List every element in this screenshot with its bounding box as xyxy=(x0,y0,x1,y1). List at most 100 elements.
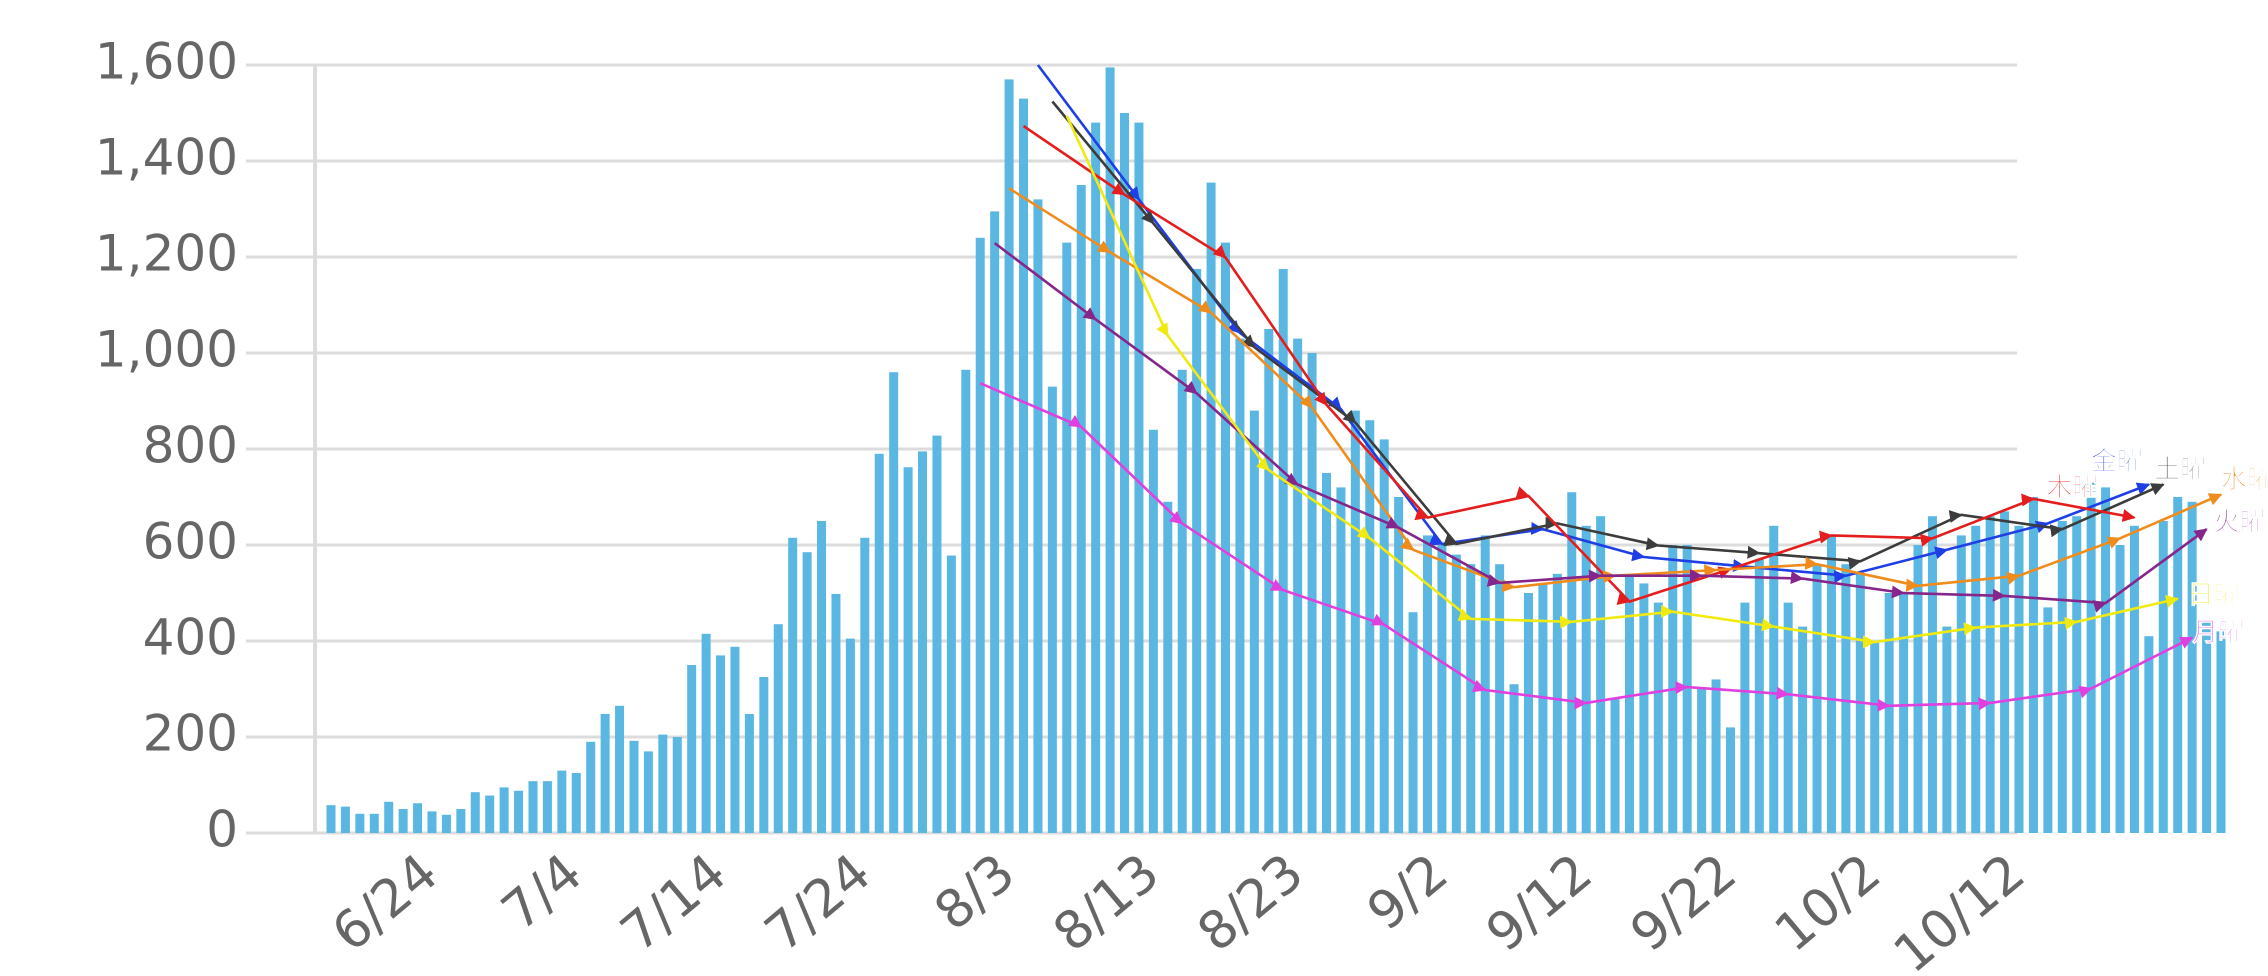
bar xyxy=(2000,511,2010,833)
bar xyxy=(1509,684,1519,833)
y-tick-label: 400 xyxy=(143,609,238,667)
x-tick-label: 8/23 xyxy=(1187,843,1315,964)
bar xyxy=(1321,473,1331,833)
bar xyxy=(1466,564,1476,833)
y-tick-label: 600 xyxy=(143,513,238,571)
bar xyxy=(542,781,552,833)
bar xyxy=(889,372,899,833)
bar xyxy=(687,665,697,833)
bar xyxy=(326,805,336,833)
bar xyxy=(1192,269,1202,833)
bar xyxy=(716,655,726,833)
bar xyxy=(1581,525,1591,833)
bar xyxy=(456,809,466,833)
bar xyxy=(1942,626,1952,833)
y-tick-label: 800 xyxy=(143,417,238,475)
bar xyxy=(1639,583,1649,833)
bar xyxy=(427,811,437,833)
bar xyxy=(1985,516,1995,833)
bar xyxy=(2216,631,2226,833)
bar xyxy=(2158,521,2168,833)
series-label: 木曜 xyxy=(2045,473,2098,503)
bar xyxy=(701,633,711,833)
bar xyxy=(600,713,610,833)
bar xyxy=(658,734,668,833)
series-label: 月曜 xyxy=(2191,618,2244,648)
bar xyxy=(975,237,985,834)
bar xyxy=(514,790,524,833)
bar xyxy=(485,795,495,833)
bar xyxy=(874,453,884,833)
y-tick-label: 1,600 xyxy=(95,33,238,91)
y-tick-label: 1,400 xyxy=(95,129,238,187)
bar xyxy=(2043,607,2053,833)
bar xyxy=(1653,602,1663,833)
bar xyxy=(744,713,754,833)
bar xyxy=(1697,689,1707,833)
bar xyxy=(1293,338,1303,833)
bar xyxy=(932,435,942,833)
bar xyxy=(557,770,567,833)
bar xyxy=(1552,573,1562,833)
bar xyxy=(384,801,394,833)
bar xyxy=(1769,525,1779,833)
bar xyxy=(2187,501,2197,833)
bar xyxy=(1480,535,1490,833)
x-tick-label: 7/24 xyxy=(754,843,882,964)
bar xyxy=(1826,535,1836,833)
bar xyxy=(2101,487,2111,833)
bar xyxy=(2057,521,2067,833)
bar xyxy=(1899,593,1909,833)
bar xyxy=(1437,545,1447,833)
x-tick-label: 10/2 xyxy=(1764,843,1892,964)
bar xyxy=(1841,564,1851,833)
bar xyxy=(1033,199,1043,833)
bar xyxy=(903,467,913,833)
bar xyxy=(1379,439,1389,833)
bar xyxy=(2028,497,2038,833)
bar xyxy=(1740,602,1750,833)
bar xyxy=(788,537,798,833)
bar xyxy=(413,803,423,833)
x-tick-label: 9/22 xyxy=(1620,843,1748,964)
series-label: 火曜 xyxy=(2214,508,2266,538)
bar xyxy=(1336,487,1346,833)
x-tick-label: 6/24 xyxy=(321,843,449,964)
bar xyxy=(1927,516,1937,833)
bar xyxy=(946,555,956,833)
x-tick-label: 7/14 xyxy=(610,843,738,964)
bar xyxy=(802,552,812,833)
bar xyxy=(1177,369,1187,833)
y-tick-label: 0 xyxy=(206,801,238,859)
bar xyxy=(1870,641,1880,833)
x-tick-label: 8/13 xyxy=(1043,843,1171,964)
bar xyxy=(1783,602,1793,833)
bar xyxy=(759,677,769,833)
bar xyxy=(355,813,365,833)
bar xyxy=(1148,429,1158,833)
bar xyxy=(1682,545,1692,833)
weekday-line xyxy=(979,382,2194,712)
bar xyxy=(1422,535,1432,833)
x-tick-label: 9/12 xyxy=(1476,843,1604,964)
y-tick-label: 1,200 xyxy=(95,225,238,283)
bar xyxy=(1365,420,1375,833)
bar xyxy=(1091,122,1101,834)
bar xyxy=(629,740,639,833)
bar xyxy=(1062,242,1072,834)
bar xyxy=(586,741,596,833)
bar xyxy=(340,806,350,833)
bar xyxy=(1278,269,1288,833)
bar xyxy=(1249,410,1259,833)
bar xyxy=(961,369,971,833)
bar xyxy=(1221,242,1231,834)
bar xyxy=(398,809,408,833)
bar xyxy=(831,593,841,833)
bar xyxy=(1495,564,1505,833)
weekday-line xyxy=(1036,64,2151,584)
bar xyxy=(773,624,783,833)
weekday-line xyxy=(1051,100,2165,570)
bar xyxy=(845,638,855,833)
bar xyxy=(1971,525,1981,833)
